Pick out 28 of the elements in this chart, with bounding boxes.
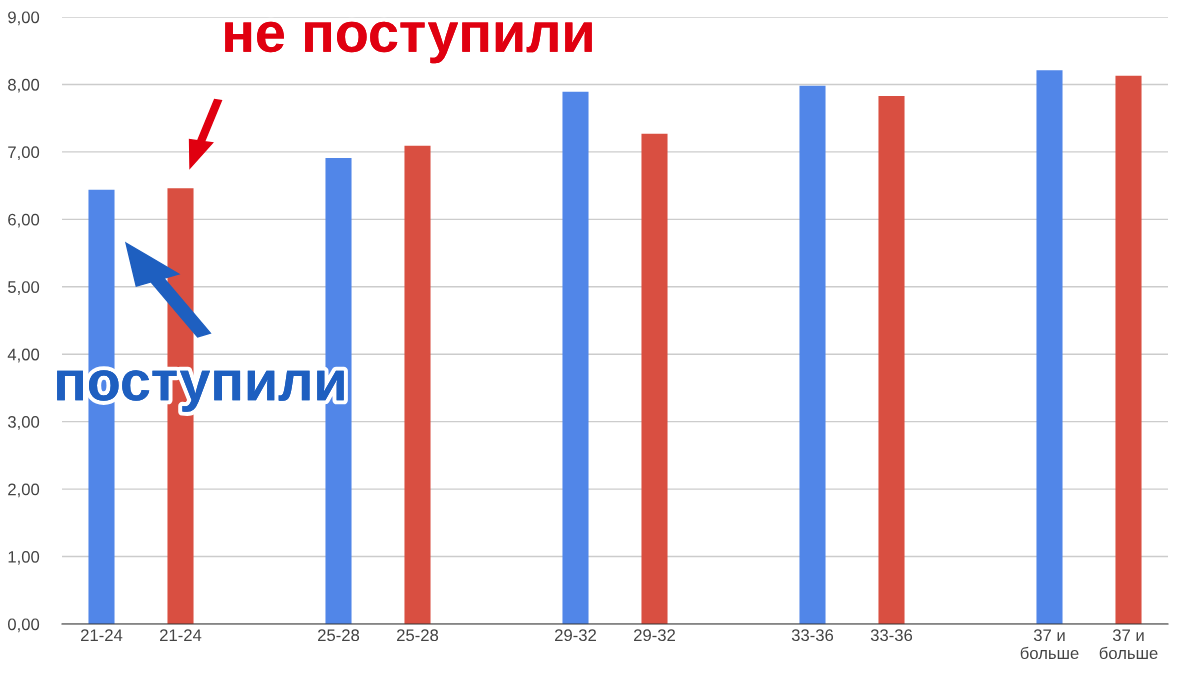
y-tick-label: 7,00 [8, 146, 40, 161]
y-tick-label: 0,00 [7, 618, 40, 633]
bar [878, 95, 905, 624]
y-tick-label: 3,00 [7, 416, 40, 430]
y-tick-label: 6,00 [8, 213, 40, 228]
bar [404, 145, 431, 624]
x-tick-label: 29-32 [634, 629, 675, 642]
y-tick-label: 2,00 [8, 483, 40, 498]
y-tick-label: 4,00 [7, 348, 40, 363]
bar [1115, 75, 1142, 624]
y-tick-label: 8,00 [8, 78, 40, 93]
y-tick-label: 9,00 [8, 11, 40, 26]
x-tick-label: 33-36 [791, 629, 834, 642]
y-tick-label: 5,00 [8, 281, 40, 295]
annotation: не поступили [225, 21, 592, 64]
bar [641, 133, 668, 624]
x-tick-label: 29-32 [555, 629, 596, 642]
y-tick-label: 1,00 [8, 550, 40, 565]
bar [562, 91, 589, 624]
bar [1036, 70, 1063, 624]
x-tick-label: 37 и больше [1099, 629, 1158, 660]
x-tick-label: 25-28 [318, 629, 360, 642]
x-tick-label: 33-36 [870, 629, 913, 642]
x-tick-label: 21-24 [160, 629, 202, 641]
x-tick-label: 25-28 [397, 629, 439, 642]
bar [799, 85, 826, 624]
x-tick-label: 37 и больше [1020, 629, 1079, 660]
x-tick-label: 21-24 [81, 629, 123, 641]
